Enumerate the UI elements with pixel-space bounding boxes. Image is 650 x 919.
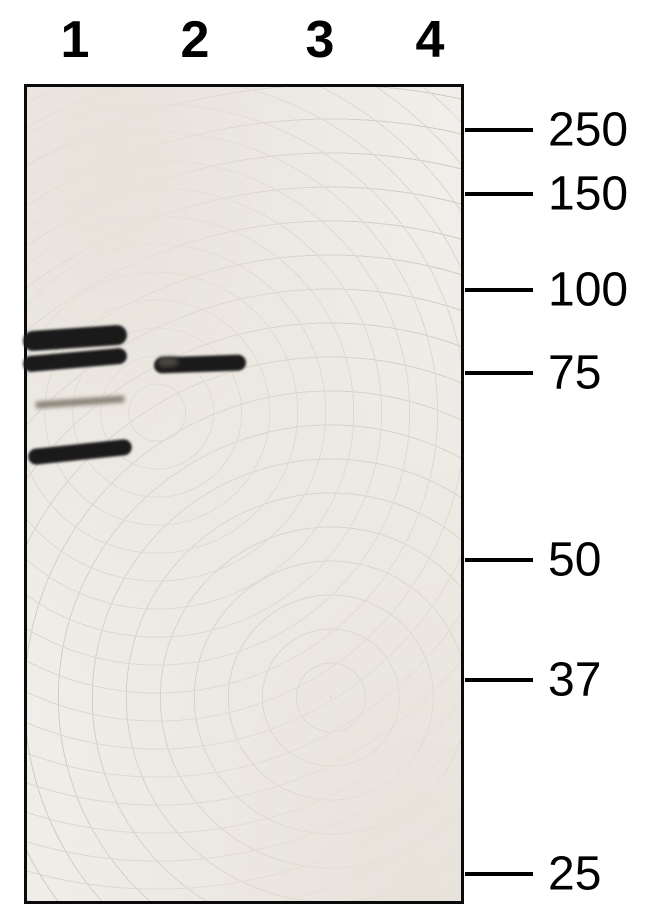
- mw-tick-37: [465, 678, 533, 682]
- mw-tick-250: [465, 128, 533, 132]
- mw-label-25: 25: [548, 847, 601, 902]
- mw-label-250: 250: [548, 103, 628, 158]
- mw-label-150: 150: [548, 167, 628, 222]
- mw-tick-150: [465, 192, 533, 196]
- lane-label-2: 2: [181, 10, 210, 70]
- lane-label-4: 4: [416, 10, 445, 70]
- mw-tick-100: [465, 288, 533, 292]
- mw-label-75: 75: [548, 346, 601, 401]
- mw-label-37: 37: [548, 653, 601, 708]
- lane-label-3: 3: [306, 10, 335, 70]
- mw-label-100: 100: [548, 263, 628, 318]
- mw-label-50: 50: [548, 533, 601, 588]
- mw-tick-50: [465, 558, 533, 562]
- lane-label-1: 1: [61, 10, 90, 70]
- western-blot-figure: 1 2 3 4 250 150 100 75 50 37 25: [0, 0, 650, 919]
- mw-tick-75: [465, 371, 533, 375]
- mw-tick-25: [465, 872, 533, 876]
- blot-membrane: [24, 84, 464, 904]
- band-lane2-5: [158, 357, 178, 368]
- blot-background: [27, 87, 461, 901]
